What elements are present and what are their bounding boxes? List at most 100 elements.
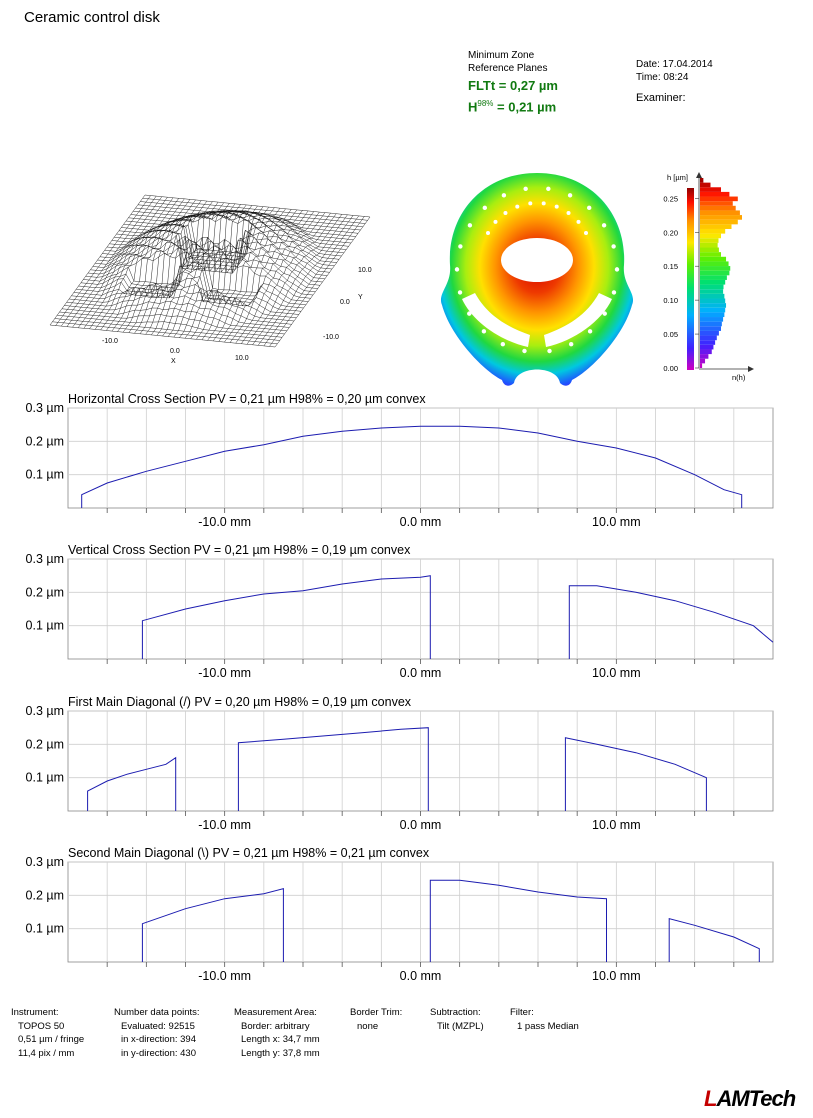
- mount-hole: [546, 186, 551, 192]
- mount-hole: [602, 311, 607, 316]
- footer-instrument-fringe: 0,51 µm / fringe: [18, 1034, 85, 1045]
- footer-area-length-x: Length x: 34,7 mm: [241, 1034, 320, 1045]
- mesh-line-y: [269, 216, 365, 347]
- height-histogram: h [µm] 0.25 0.20 0.15 0.10 0.05 0.00 n(h): [663, 172, 754, 382]
- profile-line-1: [141, 575, 431, 659]
- mesh-line-y: [156, 205, 253, 336]
- y-tick-label: 0.3 µm: [26, 855, 64, 869]
- y-tick-10: 10.0: [358, 267, 372, 274]
- histogram-bar: [700, 312, 725, 318]
- mount-hole: [547, 348, 552, 354]
- chart-title: Second Main Diagonal (\) PV = 0,21 µm H9…: [68, 846, 430, 860]
- histogram-x-arrow: [748, 366, 754, 372]
- footer-dp-head: Number data points:: [114, 1007, 200, 1018]
- mount-holes: [454, 186, 620, 354]
- wireframe-mesh: [49, 194, 371, 348]
- x-tick-10: 10.0: [235, 355, 249, 362]
- footer-instrument-pix: 11,4 pix / mm: [18, 1047, 75, 1059]
- histogram-bar: [700, 252, 721, 257]
- histogram-axis-label: h [µm]: [667, 173, 688, 182]
- histogram-bars: [700, 178, 742, 368]
- surface-3d-plot: -10.0 0.0 10.0 X 10.0 0.0 Y -10.0: [49, 194, 372, 365]
- footer-filter-value: 1 pass Median: [517, 1020, 579, 1032]
- x-tick-label: 0.0 mm: [400, 666, 442, 680]
- x-tick-neg10: -10.0: [102, 338, 118, 345]
- inner-hole: [515, 204, 520, 209]
- mesh-line-y: [128, 202, 224, 333]
- footer-trim-head: Border Trim:: [350, 1007, 403, 1018]
- mesh-line-y: [77, 197, 174, 328]
- footer-trim-value: none: [357, 1020, 379, 1032]
- footer-border-trim: Border Trim: none: [350, 1006, 402, 1033]
- profile-line-3: [564, 737, 707, 811]
- mesh-line-y: [179, 207, 275, 338]
- mount-hole: [601, 223, 607, 228]
- date-text: Date: 17.04.2014: [636, 59, 713, 70]
- mesh-line-y: [257, 215, 354, 346]
- left-slot: [462, 293, 530, 347]
- histogram-bar: [700, 210, 740, 216]
- footer-area: Measurement Area: Border: arbitrary Leng…: [234, 1006, 320, 1060]
- inner-hole: [503, 210, 508, 215]
- histogram-bar: [700, 330, 719, 336]
- histogram-bar: [700, 215, 742, 220]
- mesh-line-x: [121, 211, 347, 250]
- histogram-bar: [700, 363, 703, 368]
- histogram-bar: [700, 266, 731, 271]
- footer-area-head: Measurement Area:: [234, 1007, 317, 1018]
- y-tick-label: 0.1 µm: [26, 468, 64, 482]
- x-tick-label: -10.0 mm: [198, 515, 251, 529]
- footer-instrument-model: TOPOS 50: [18, 1020, 65, 1032]
- mesh-line-y: [162, 205, 258, 337]
- histogram-y-arrow: [696, 172, 702, 178]
- histogram-bar: [700, 321, 722, 327]
- footer-dp-y: in y-direction: 430: [121, 1047, 196, 1059]
- histogram-bar: [700, 224, 732, 229]
- histogram-bar: [700, 228, 726, 234]
- y-tick-label: 0.2 µm: [26, 585, 64, 599]
- x-tick-label: 10.0 mm: [592, 515, 641, 529]
- footer-data-points: Number data points: Evaluated: 92515 in …: [114, 1006, 200, 1060]
- histogram-tick-label: 0.10: [663, 296, 678, 305]
- profile-line-1: [87, 756, 177, 811]
- mount-hole: [587, 329, 593, 334]
- footer-instrument-head: Instrument:: [11, 1007, 59, 1018]
- mesh-line-y: [117, 201, 213, 332]
- histogram-bar: [700, 238, 719, 243]
- center-hole: [501, 238, 573, 282]
- x-tick-label: 0.0 mm: [400, 969, 442, 983]
- mount-hole: [501, 193, 507, 198]
- footer-sub-head: Subtraction:: [430, 1007, 481, 1018]
- mesh-line-y: [145, 204, 241, 335]
- y-tick-label: 0.1 µm: [26, 922, 64, 936]
- flt-value: FLTt = 0,27 µm: [468, 78, 558, 93]
- y-axis-label: Y: [358, 294, 363, 301]
- mount-hole: [522, 348, 527, 354]
- histogram-bar: [700, 242, 718, 248]
- mesh-line-y: [72, 197, 168, 328]
- footer-instrument: Instrument: TOPOS 50 0,51 µm / fringe 11…: [11, 1006, 84, 1060]
- histogram-bar: [700, 289, 724, 294]
- h98-sup: 98%: [477, 99, 494, 108]
- histogram-bar: [700, 335, 717, 341]
- logo-first-letter: L: [704, 1086, 717, 1111]
- mesh-line-y: [83, 198, 179, 329]
- footer-area-border: Border: arbitrary: [241, 1020, 310, 1032]
- mesh-line-y: [122, 201, 219, 333]
- footer-dp-x: in x-direction: 394: [121, 1034, 196, 1045]
- histogram-tick-label: 0.15: [663, 262, 678, 271]
- inner-hole: [566, 210, 571, 215]
- examiner-text: Examiner:: [636, 92, 686, 104]
- mount-hole: [467, 311, 472, 316]
- histogram-bar: [700, 279, 726, 285]
- histogram-bar: [700, 201, 733, 206]
- mesh-line-y: [201, 209, 298, 340]
- footer-filter: Filter: 1 pass Median: [510, 1006, 579, 1033]
- mesh-line-y: [229, 212, 326, 343]
- mesh-line-y: [134, 203, 230, 334]
- mesh-line-y: [212, 210, 309, 342]
- chart-title: First Main Diagonal (/) PV = 0,20 µm H98…: [68, 695, 412, 709]
- x-tick-label: -10.0 mm: [198, 969, 251, 983]
- histogram-bar: [700, 275, 727, 280]
- profile-line-3: [668, 918, 760, 962]
